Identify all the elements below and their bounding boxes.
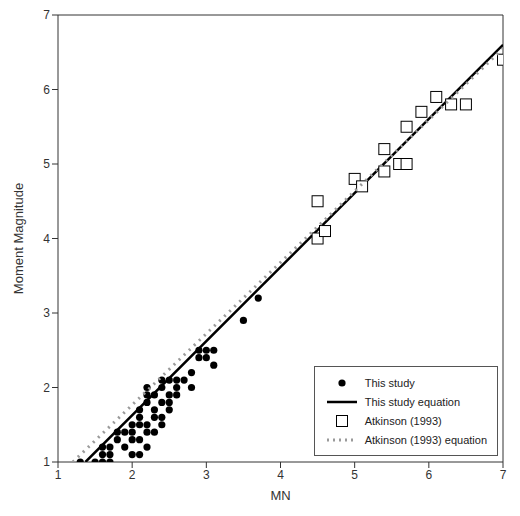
svg-text:5: 5 xyxy=(351,468,358,482)
svg-text:1: 1 xyxy=(55,468,62,482)
html-text:This study: This study xyxy=(364,376,415,389)
svg-text:3: 3 xyxy=(43,306,50,320)
html-text:This study equation: This study equation xyxy=(364,395,461,408)
html-text:Atkinson (1993) equation: Atkinson (1993) equation xyxy=(364,433,487,446)
svg-text:6: 6 xyxy=(425,468,432,482)
svg-text:7: 7 xyxy=(43,8,50,22)
svg-text:4: 4 xyxy=(277,468,284,482)
svg-text:6: 6 xyxy=(43,83,50,97)
svg-text:2: 2 xyxy=(129,468,136,482)
svg-text:4: 4 xyxy=(43,232,50,246)
svg-text:5: 5 xyxy=(43,157,50,171)
svg-text:3: 3 xyxy=(203,468,210,482)
svg-text:7: 7 xyxy=(500,468,507,482)
svg-text:Moment Magnitude: Moment Magnitude xyxy=(11,183,26,294)
svg-text:MN: MN xyxy=(270,488,290,503)
svg-text:1: 1 xyxy=(43,455,50,469)
svg-text:2: 2 xyxy=(43,381,50,395)
html-text:Atkinson (1993): Atkinson (1993) xyxy=(364,414,442,427)
